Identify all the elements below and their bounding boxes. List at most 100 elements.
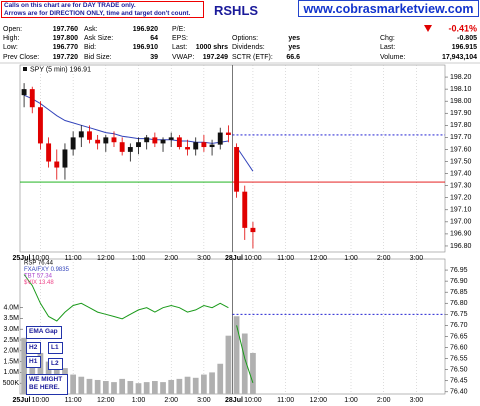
candle-body: [250, 227, 256, 233]
volume-bar: [127, 381, 134, 394]
rsp-line: [23, 274, 229, 322]
y-tick-label: 1.0M: [3, 369, 19, 376]
volume-bar: [241, 333, 248, 394]
y-tick-label: 76.95: [450, 267, 468, 274]
candle-body: [46, 143, 52, 162]
legend-swatch: [23, 67, 27, 71]
down-arrow: [424, 25, 432, 32]
moving-average: [23, 94, 229, 144]
candle-body: [103, 137, 109, 144]
candle-body: [78, 131, 84, 138]
moving-average: [236, 146, 254, 172]
y-tick-label: 198.10: [450, 86, 472, 93]
y-tick-label: 196.90: [450, 231, 472, 238]
candle-body: [136, 142, 141, 148]
quote-label: P/E:: [172, 26, 185, 33]
y-tick-label: 500K: [3, 380, 20, 387]
x-tick-label: 12:00: [97, 397, 115, 404]
candle-body: [160, 139, 166, 144]
volume-bar: [21, 337, 27, 394]
day-label: 28Jul: [225, 397, 243, 404]
quote-label: Last:: [380, 44, 395, 51]
candle-body: [29, 89, 35, 108]
candle-body: [193, 142, 199, 150]
candle-body: [168, 137, 174, 140]
quote-label: Ask:: [84, 26, 98, 33]
x-tick-label: 1:00: [344, 255, 358, 262]
legend: RSP 76.44: [24, 261, 54, 267]
candle-body: [176, 137, 182, 148]
volume-bar: [201, 374, 207, 394]
quote-value: 196.920: [133, 26, 158, 33]
candle-body: [209, 144, 215, 148]
quote-label: Bid Size:: [84, 54, 112, 61]
y-tick-label: 196.80: [450, 243, 472, 250]
volume-bar: [37, 352, 44, 394]
volume-bar: [70, 374, 76, 394]
volume-bar: [209, 372, 215, 394]
x-tick-label: 12:00: [310, 397, 328, 404]
candle-body: [37, 107, 43, 144]
candle-body: [87, 131, 92, 140]
quote-label: Low:: [3, 44, 18, 51]
quote-label: Options:: [232, 35, 258, 42]
quote-value: 197.800: [53, 35, 78, 42]
candle-body: [119, 142, 125, 152]
quote-label: VWAP:: [172, 54, 194, 61]
notice-line: Calls on this chart are for DAY TRADE on…: [4, 2, 136, 9]
volume-bar: [168, 379, 175, 394]
quote-value: 39: [150, 54, 158, 61]
y-tick-label: 197.10: [450, 207, 472, 214]
y-tick-label: 2.0M: [3, 348, 19, 355]
y-tick-label: 197.90: [450, 110, 472, 117]
site: www.cobrasmarketview.com: [298, 0, 479, 17]
y-tick-label: 76.40: [450, 389, 468, 396]
x-tick-label: 2:00: [377, 255, 391, 262]
volume-bar: [86, 378, 93, 394]
volume-bar: [135, 383, 142, 394]
y-tick-label: 76.75: [450, 311, 468, 318]
candle-body: [201, 142, 207, 148]
y-tick-label: 76.50: [450, 366, 468, 373]
candle-body: [62, 149, 68, 168]
quote-value: 196.915: [452, 44, 477, 51]
y-tick-label: 76.85: [450, 289, 468, 296]
x-tick-label: 3:00: [197, 397, 211, 404]
y-tick-label: 198.00: [450, 98, 472, 105]
y-tick-label: 3.5M: [3, 315, 19, 322]
rsp-line: [236, 325, 254, 384]
annotation: H2: [26, 342, 41, 354]
candle-body: [70, 137, 76, 150]
legend: TBT 57.34: [24, 274, 53, 280]
quote-label: Bid:: [84, 44, 96, 51]
y-tick-label: 76.90: [450, 278, 468, 285]
day-label: 25Jul: [13, 255, 31, 262]
y-tick-label: 4.0M: [3, 304, 19, 311]
quote-label: EPS:: [172, 35, 188, 42]
x-tick-label: 10:00: [32, 255, 50, 262]
candle-body: [242, 191, 248, 228]
quote-label: High:: [3, 35, 19, 42]
volume-bar: [233, 316, 240, 394]
volume-bar: [160, 382, 166, 394]
candle-body: [217, 132, 223, 145]
y-tick-label: 3.0M: [3, 326, 19, 333]
notice: Calls on this chart are for DAY TRADE on…: [1, 1, 204, 18]
y-tick-label: 198.20: [450, 74, 472, 81]
quote-value: 66.6: [286, 54, 300, 61]
y-tick-label: 197.00: [450, 219, 472, 226]
quote-label: Open:: [3, 26, 22, 33]
y-tick-label: 197.70: [450, 134, 472, 141]
notice-line: Arrows are for DIRECTION ONLY, time and …: [4, 10, 191, 17]
quote-label: Dividends:: [232, 44, 265, 51]
volume-bar: [151, 381, 158, 394]
legend: FXA/FXY 0.9835: [24, 267, 70, 273]
x-tick-label: 10:00: [244, 397, 262, 404]
volume-bar: [78, 376, 85, 394]
volume-bar: [111, 382, 117, 394]
annotation: L1: [48, 342, 63, 354]
x-tick-label: 10:00: [32, 397, 50, 404]
x-tick-label: 10:00: [244, 255, 262, 262]
candle-body: [234, 147, 240, 192]
